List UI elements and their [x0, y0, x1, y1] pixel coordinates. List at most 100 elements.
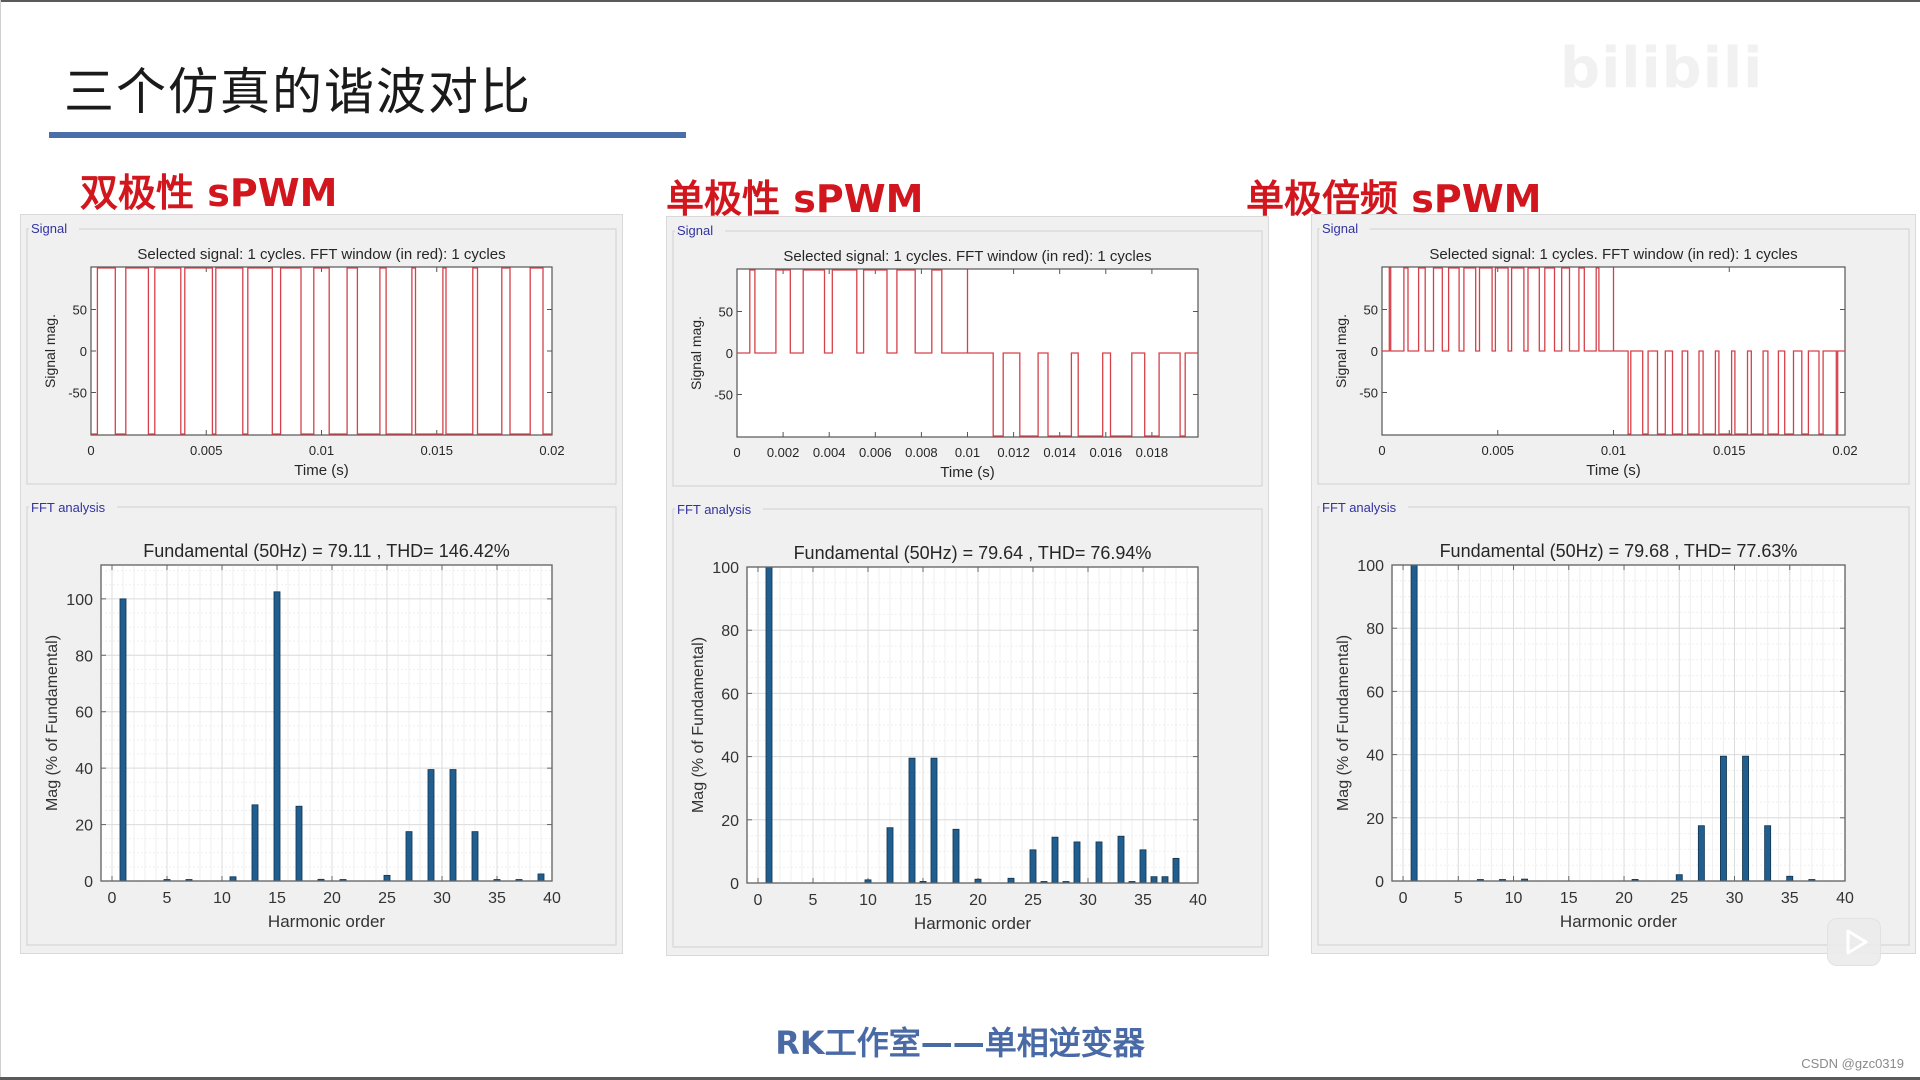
signal-ytick: -50 — [714, 388, 733, 403]
harmonic-bar — [1720, 755, 1727, 882]
fft-xtick: 30 — [433, 890, 451, 907]
fft-ytick: 40 — [1366, 748, 1384, 765]
method-title-bipolar: 双极性 sPWM — [80, 171, 338, 215]
signal-xtick: 0.012 — [997, 445, 1030, 460]
fft-ytick: 80 — [721, 623, 739, 640]
harmonic-bar — [1742, 755, 1749, 882]
signal-waveform — [91, 267, 552, 435]
fft-ytick: 60 — [1366, 684, 1384, 701]
fft-group-label: FFT analysis — [1322, 500, 1397, 515]
signal-waveform — [1382, 267, 1845, 435]
signal-plot-title: Selected signal: 1 cycles. FFT window (i… — [783, 248, 1151, 265]
harmonic-bar — [1697, 825, 1705, 882]
harmonic-bar — [471, 831, 479, 882]
harmonic-bar — [1095, 841, 1103, 884]
harmonic-bar — [1029, 849, 1037, 884]
fft-xtick: 5 — [163, 890, 172, 907]
signal-group-frame — [672, 230, 1263, 487]
fft-xlabel: Harmonic order — [268, 912, 385, 931]
left-border — [0, 0, 1, 1080]
fft-xtick: 5 — [1454, 890, 1463, 907]
method-title-unipolar-doubled: 单极倍频 sPWM — [1246, 177, 1542, 221]
fft-xlabel: Harmonic order — [1560, 912, 1677, 931]
signal-xtick: 0.015 — [1713, 443, 1746, 458]
signal-ylabel: Signal mag. — [688, 316, 704, 390]
harmonic-bar — [1410, 564, 1418, 882]
signal-xtick: 0 — [1378, 443, 1385, 458]
fft-group-frame — [672, 508, 1263, 948]
signal-xtick: 0 — [87, 443, 94, 458]
fft-xtick: 35 — [488, 890, 506, 907]
harmonic-bar — [1764, 825, 1772, 882]
fft-group-frame — [1317, 506, 1910, 946]
harmonic-bar — [886, 827, 894, 884]
signal-xlabel: Time (s) — [294, 462, 348, 479]
fft-plot-area — [100, 564, 553, 882]
signal-ytick: 50 — [73, 303, 87, 318]
signal-ytick: -50 — [68, 386, 87, 401]
signal-xtick: 0.008 — [905, 445, 938, 460]
signal-xtick: 0.02 — [539, 443, 564, 458]
signal-ytick: 0 — [80, 344, 87, 359]
fft-ytick: 0 — [84, 874, 93, 891]
harmonic-bar — [952, 828, 960, 884]
signal-xtick: 0.01 — [955, 445, 980, 460]
fft-plot-title: Fundamental (50Hz) = 79.11 , THD= 146.42… — [143, 541, 510, 561]
panel-canvas: Signal FFT analysis Selected signal: 1 cyc… — [672, 221, 1263, 948]
harmonic-bar — [1051, 836, 1059, 884]
harmonic-bar — [229, 876, 237, 882]
signal-ytick: 0 — [726, 346, 733, 361]
fft-ytick: 40 — [721, 750, 739, 767]
panel-canvas: Signal FFT analysis Selected signal: 1 cyc… — [26, 219, 617, 946]
signal-plot-title: Selected signal: 1 cycles. FFT window (i… — [137, 246, 505, 263]
harmonic-bar — [1073, 841, 1081, 884]
fft-xtick: 10 — [1505, 890, 1523, 907]
harmonic-bar — [449, 769, 457, 882]
fft-ytick: 80 — [1366, 621, 1384, 638]
signal-xtick: 0.005 — [1481, 443, 1514, 458]
fft-xtick: 10 — [213, 890, 231, 907]
fft-ytick: 60 — [721, 686, 739, 703]
signal-plot-area — [90, 266, 553, 436]
harmonic-bar — [295, 805, 303, 882]
signal-xtick: 0.006 — [859, 445, 892, 460]
video-play-button[interactable] — [1827, 918, 1881, 966]
signal-ytick: 50 — [719, 305, 733, 320]
play-icon — [1846, 929, 1868, 955]
signal-xtick: 0.005 — [190, 443, 223, 458]
fft-xtick: 10 — [859, 892, 877, 909]
fft-ytick: 0 — [1375, 874, 1384, 891]
credit-text: CSDN @gzc0319 — [1801, 1056, 1904, 1071]
bilibili-watermark: bilibili — [1560, 36, 1764, 101]
signal-plot-title: Selected signal: 1 cycles. FFT window (i… — [1429, 246, 1797, 263]
fft-ytick: 100 — [712, 560, 739, 577]
signal-ylabel: Signal mag. — [42, 314, 58, 388]
harmonic-bar — [1786, 875, 1794, 882]
signal-xtick: 0.002 — [767, 445, 800, 460]
fft-xtick: 5 — [809, 892, 818, 909]
fft-xtick: 20 — [323, 890, 341, 907]
footer-caption: RK工作室——单相逆变器 — [775, 1024, 1145, 1062]
signal-xtick: 0.015 — [420, 443, 453, 458]
fft-xlabel: Harmonic order — [914, 914, 1031, 933]
harmonic-bar — [273, 591, 281, 882]
fft-xtick: 30 — [1079, 892, 1097, 909]
analysis-panel-unipolar: Signal FFT analysis Selected signal: 1 cyc… — [666, 216, 1269, 956]
fft-xtick: 0 — [1399, 890, 1408, 907]
fft-ytick: 100 — [66, 592, 93, 609]
signal-group-label: Signal — [31, 221, 67, 236]
fft-group-label: FFT analysis — [31, 500, 106, 515]
signal-group-frame — [26, 228, 617, 485]
harmonic-bar — [908, 757, 916, 884]
harmonic-bar — [405, 831, 413, 882]
signal-group-label: Signal — [677, 223, 713, 238]
fft-ylabel: Mag (% of Fundamental) — [1335, 635, 1352, 811]
fft-xtick: 15 — [1560, 890, 1578, 907]
fft-ytick: 20 — [721, 813, 739, 830]
fft-ylabel: Mag (% of Fundamental) — [690, 637, 707, 813]
harmonic-bar — [383, 874, 391, 882]
analysis-panel-bipolar: Signal FFT analysis Selected signal: 1 cyc… — [20, 214, 623, 954]
title-underline — [49, 132, 686, 138]
harmonic-bar — [427, 769, 435, 882]
signal-group-label: Signal — [1322, 221, 1358, 236]
